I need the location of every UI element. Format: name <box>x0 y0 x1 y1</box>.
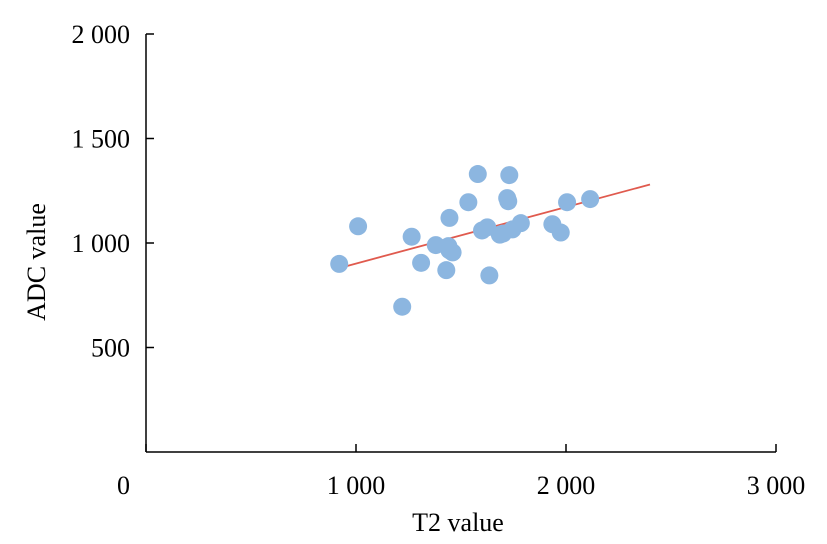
y-axis-title: ADC value <box>22 203 51 321</box>
x-tick-label: 2 000 <box>537 471 596 500</box>
data-point <box>480 266 499 285</box>
axes <box>145 34 776 453</box>
data-point <box>437 261 456 280</box>
data-point <box>440 208 459 227</box>
data-point <box>349 217 368 236</box>
data-point <box>499 192 518 211</box>
x-tick-label: 3 000 <box>747 471 806 500</box>
y-ticks: 500 1 000 1 500 2 000 <box>72 20 154 363</box>
y-tick-label: 2 000 <box>72 20 131 49</box>
data-point <box>412 253 431 272</box>
data-point <box>443 243 462 262</box>
data-point <box>330 254 349 273</box>
y-tick-label: 500 <box>91 334 130 363</box>
data-point <box>551 223 570 242</box>
x-ticks: 0 1 000 2 000 3 000 <box>117 444 805 500</box>
y-tick-label: 1 500 <box>72 125 131 154</box>
data-point <box>459 193 478 212</box>
data-point <box>468 165 487 184</box>
data-point <box>393 297 412 316</box>
x-axis-title: T2 value <box>412 508 504 537</box>
data-point <box>581 190 600 209</box>
y-tick-label: 1 000 <box>72 229 131 258</box>
x-tick-label: 1 000 <box>327 471 386 500</box>
data-point <box>500 166 519 185</box>
data-point <box>558 193 577 212</box>
data-points <box>330 165 600 316</box>
data-point <box>402 227 421 246</box>
data-point <box>511 214 530 233</box>
x-tick-label: 0 <box>117 471 130 500</box>
